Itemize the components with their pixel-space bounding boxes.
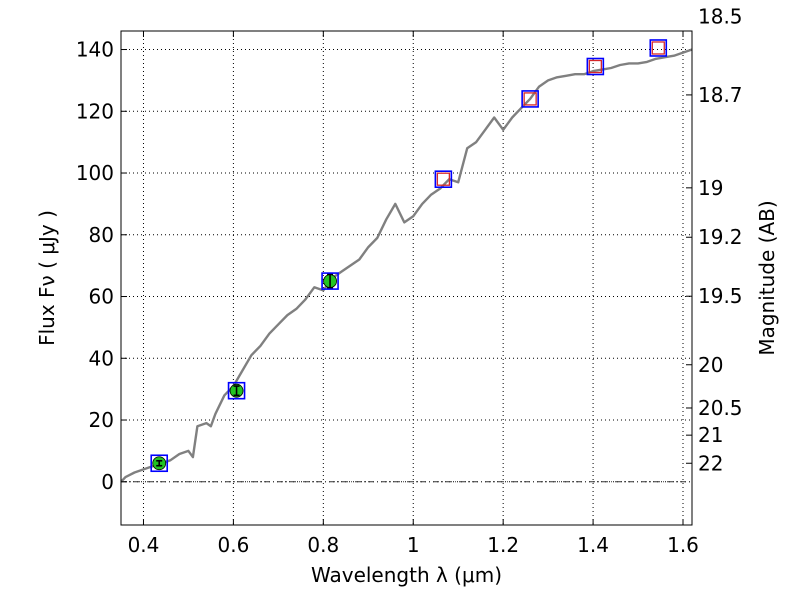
y-tick-label: 120 bbox=[76, 99, 114, 123]
x-tick-label: 1.6 bbox=[667, 533, 699, 557]
x-tick-label: 1 bbox=[407, 533, 420, 557]
y2-tick-label: 18.7 bbox=[698, 83, 743, 107]
y-tick-label: 40 bbox=[89, 346, 114, 370]
x-tick-label: 1.4 bbox=[577, 533, 609, 557]
y-tick-label: 80 bbox=[89, 223, 114, 247]
y-tick-label: 140 bbox=[76, 38, 114, 62]
photometry-point-band-6 bbox=[586, 57, 605, 76]
x-axis-ticks: 0.4 0.6 0.8 1 1.2 1.4 1.6 bbox=[128, 31, 699, 557]
y2-tick-label: 19.5 bbox=[698, 284, 743, 308]
y-tick-label: 20 bbox=[89, 408, 114, 432]
model-spectrum-line bbox=[120, 48, 693, 483]
photometry-point-band-2 bbox=[227, 381, 246, 400]
y2-tick-label: 22 bbox=[698, 451, 723, 475]
y2-tick-label: 21 bbox=[698, 423, 723, 447]
grid-lines bbox=[121, 31, 692, 525]
photometry-points bbox=[150, 39, 668, 473]
y2-tick-label: 19.2 bbox=[698, 225, 743, 249]
plot-frame bbox=[120, 30, 693, 526]
y2-tick-label: 19 bbox=[698, 176, 723, 200]
model-flux-box bbox=[521, 90, 539, 108]
x-tick-label: 0.4 bbox=[128, 533, 160, 557]
model-flux-box bbox=[434, 170, 453, 188]
model-flux-box bbox=[649, 39, 668, 57]
y-tick-label: 100 bbox=[76, 161, 114, 185]
x-tick-label: 1.2 bbox=[487, 533, 519, 557]
model-flux-box bbox=[586, 57, 605, 76]
photometry-point-band-3 bbox=[321, 272, 339, 290]
upper-limit-marker bbox=[523, 92, 537, 106]
y2-tick-label: 20.5 bbox=[698, 396, 743, 420]
y2-tick-label: 18.5 bbox=[698, 4, 743, 28]
upper-limit-marker bbox=[588, 59, 602, 74]
y2-axis-ticks: 18.5 18.7 19 19.2 19.5 20 20.5 21 22 bbox=[686, 4, 743, 475]
y2-tick-label: 20 bbox=[698, 353, 723, 377]
y2-axis-label: Magnitude (AB) bbox=[755, 200, 779, 355]
photometry-point-band-1 bbox=[150, 454, 169, 473]
model-flux-box bbox=[321, 272, 339, 290]
x-axis-label: Wavelength λ (μm) bbox=[311, 563, 502, 587]
x-tick-label: 0.8 bbox=[307, 533, 339, 557]
model-flux-box bbox=[150, 454, 169, 473]
model-flux-box bbox=[227, 381, 246, 400]
y-tick-label: 0 bbox=[101, 470, 114, 494]
photometry-point-band-7 bbox=[649, 39, 668, 57]
photometry-point-band-4 bbox=[434, 170, 453, 188]
photometry-point-band-5 bbox=[521, 90, 539, 108]
upper-limit-marker bbox=[436, 172, 451, 186]
upper-limit-marker bbox=[651, 41, 665, 55]
y-tick-label: 60 bbox=[89, 285, 114, 309]
x-tick-label: 0.6 bbox=[217, 533, 249, 557]
y-axis-ticks: 0 20 40 60 80 100 120 140 bbox=[76, 38, 127, 494]
y-axis-label: Flux Fν ( μJy ) bbox=[35, 210, 59, 346]
